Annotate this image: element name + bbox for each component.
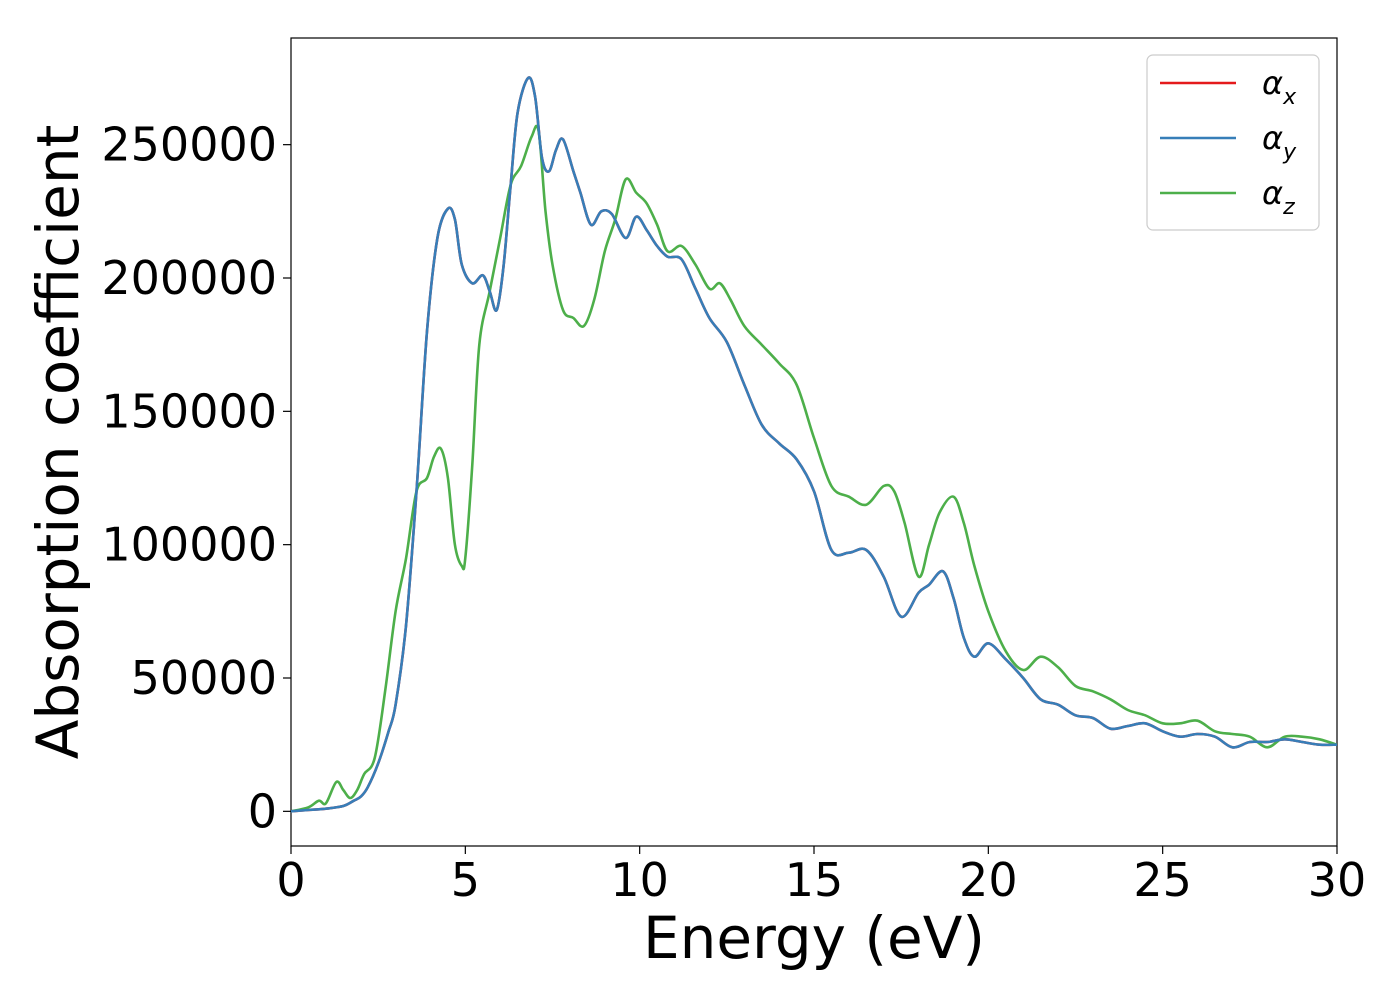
x-tick-label: 20	[959, 853, 1018, 907]
y-tick-label: 250000	[101, 118, 277, 172]
series-layer	[291, 76, 1337, 813]
x-tick-label: 30	[1308, 853, 1367, 907]
x-tick-label: 0	[276, 853, 305, 907]
x-tick-label: 25	[1133, 853, 1192, 907]
y-tick-label: 200000	[101, 251, 277, 305]
x-axis: 0 5 10 15 20 25 30	[276, 846, 1366, 907]
legend-frame	[1146, 54, 1320, 231]
y-tick-label: 0	[248, 784, 277, 838]
y-axis-title: Absorption coefficient	[24, 125, 92, 760]
series-line-z	[291, 124, 1337, 813]
y-axis: 0 50000 100000 150000 200000 250000	[101, 118, 291, 838]
legend-label-z: αz	[1262, 174, 1295, 220]
x-tick-label: 5	[451, 853, 480, 907]
y-tick-label: 100000	[101, 518, 277, 572]
y-tick-label: 50000	[131, 651, 277, 705]
legend-label-x: αx	[1262, 64, 1297, 110]
legend: αx αy αz	[1146, 54, 1320, 231]
x-tick-label: 15	[785, 853, 844, 907]
x-axis-title: Energy (eV)	[643, 904, 985, 972]
x-tick-label: 10	[610, 853, 669, 907]
series-line-y	[291, 76, 1337, 813]
y-tick-label: 150000	[101, 384, 277, 438]
legend-label-y: αy	[1262, 119, 1297, 165]
